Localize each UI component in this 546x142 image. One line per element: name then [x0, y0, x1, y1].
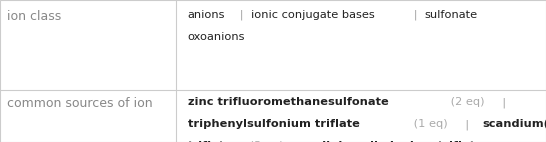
Text: triflate: triflate	[188, 141, 233, 142]
Text: anions: anions	[188, 10, 225, 20]
Text: (3 eq): (3 eq)	[246, 141, 283, 142]
Text: diphenyliodonium triflate: diphenyliodonium triflate	[318, 141, 483, 142]
Text: |: |	[458, 119, 477, 130]
Text: (1 eq): (1 eq)	[410, 119, 447, 129]
Text: sulfonate: sulfonate	[425, 10, 478, 20]
Text: common sources of ion: common sources of ion	[7, 97, 152, 110]
Text: zinc trifluoromethanesulfonate: zinc trifluoromethanesulfonate	[188, 97, 389, 107]
Text: (2 eq): (2 eq)	[447, 97, 484, 107]
Text: ionic conjugate bases: ionic conjugate bases	[251, 10, 375, 20]
Text: (1: (1	[531, 141, 546, 142]
Text: |: |	[411, 10, 422, 20]
Text: oxoanions: oxoanions	[188, 32, 245, 42]
Text: |: |	[294, 141, 313, 142]
Text: |: |	[495, 97, 507, 108]
Text: triphenylsulfonium triflate: triphenylsulfonium triflate	[188, 119, 360, 129]
Text: ion class: ion class	[7, 10, 61, 23]
Text: |: |	[236, 10, 247, 20]
Text: scandium(III): scandium(III)	[482, 119, 546, 129]
